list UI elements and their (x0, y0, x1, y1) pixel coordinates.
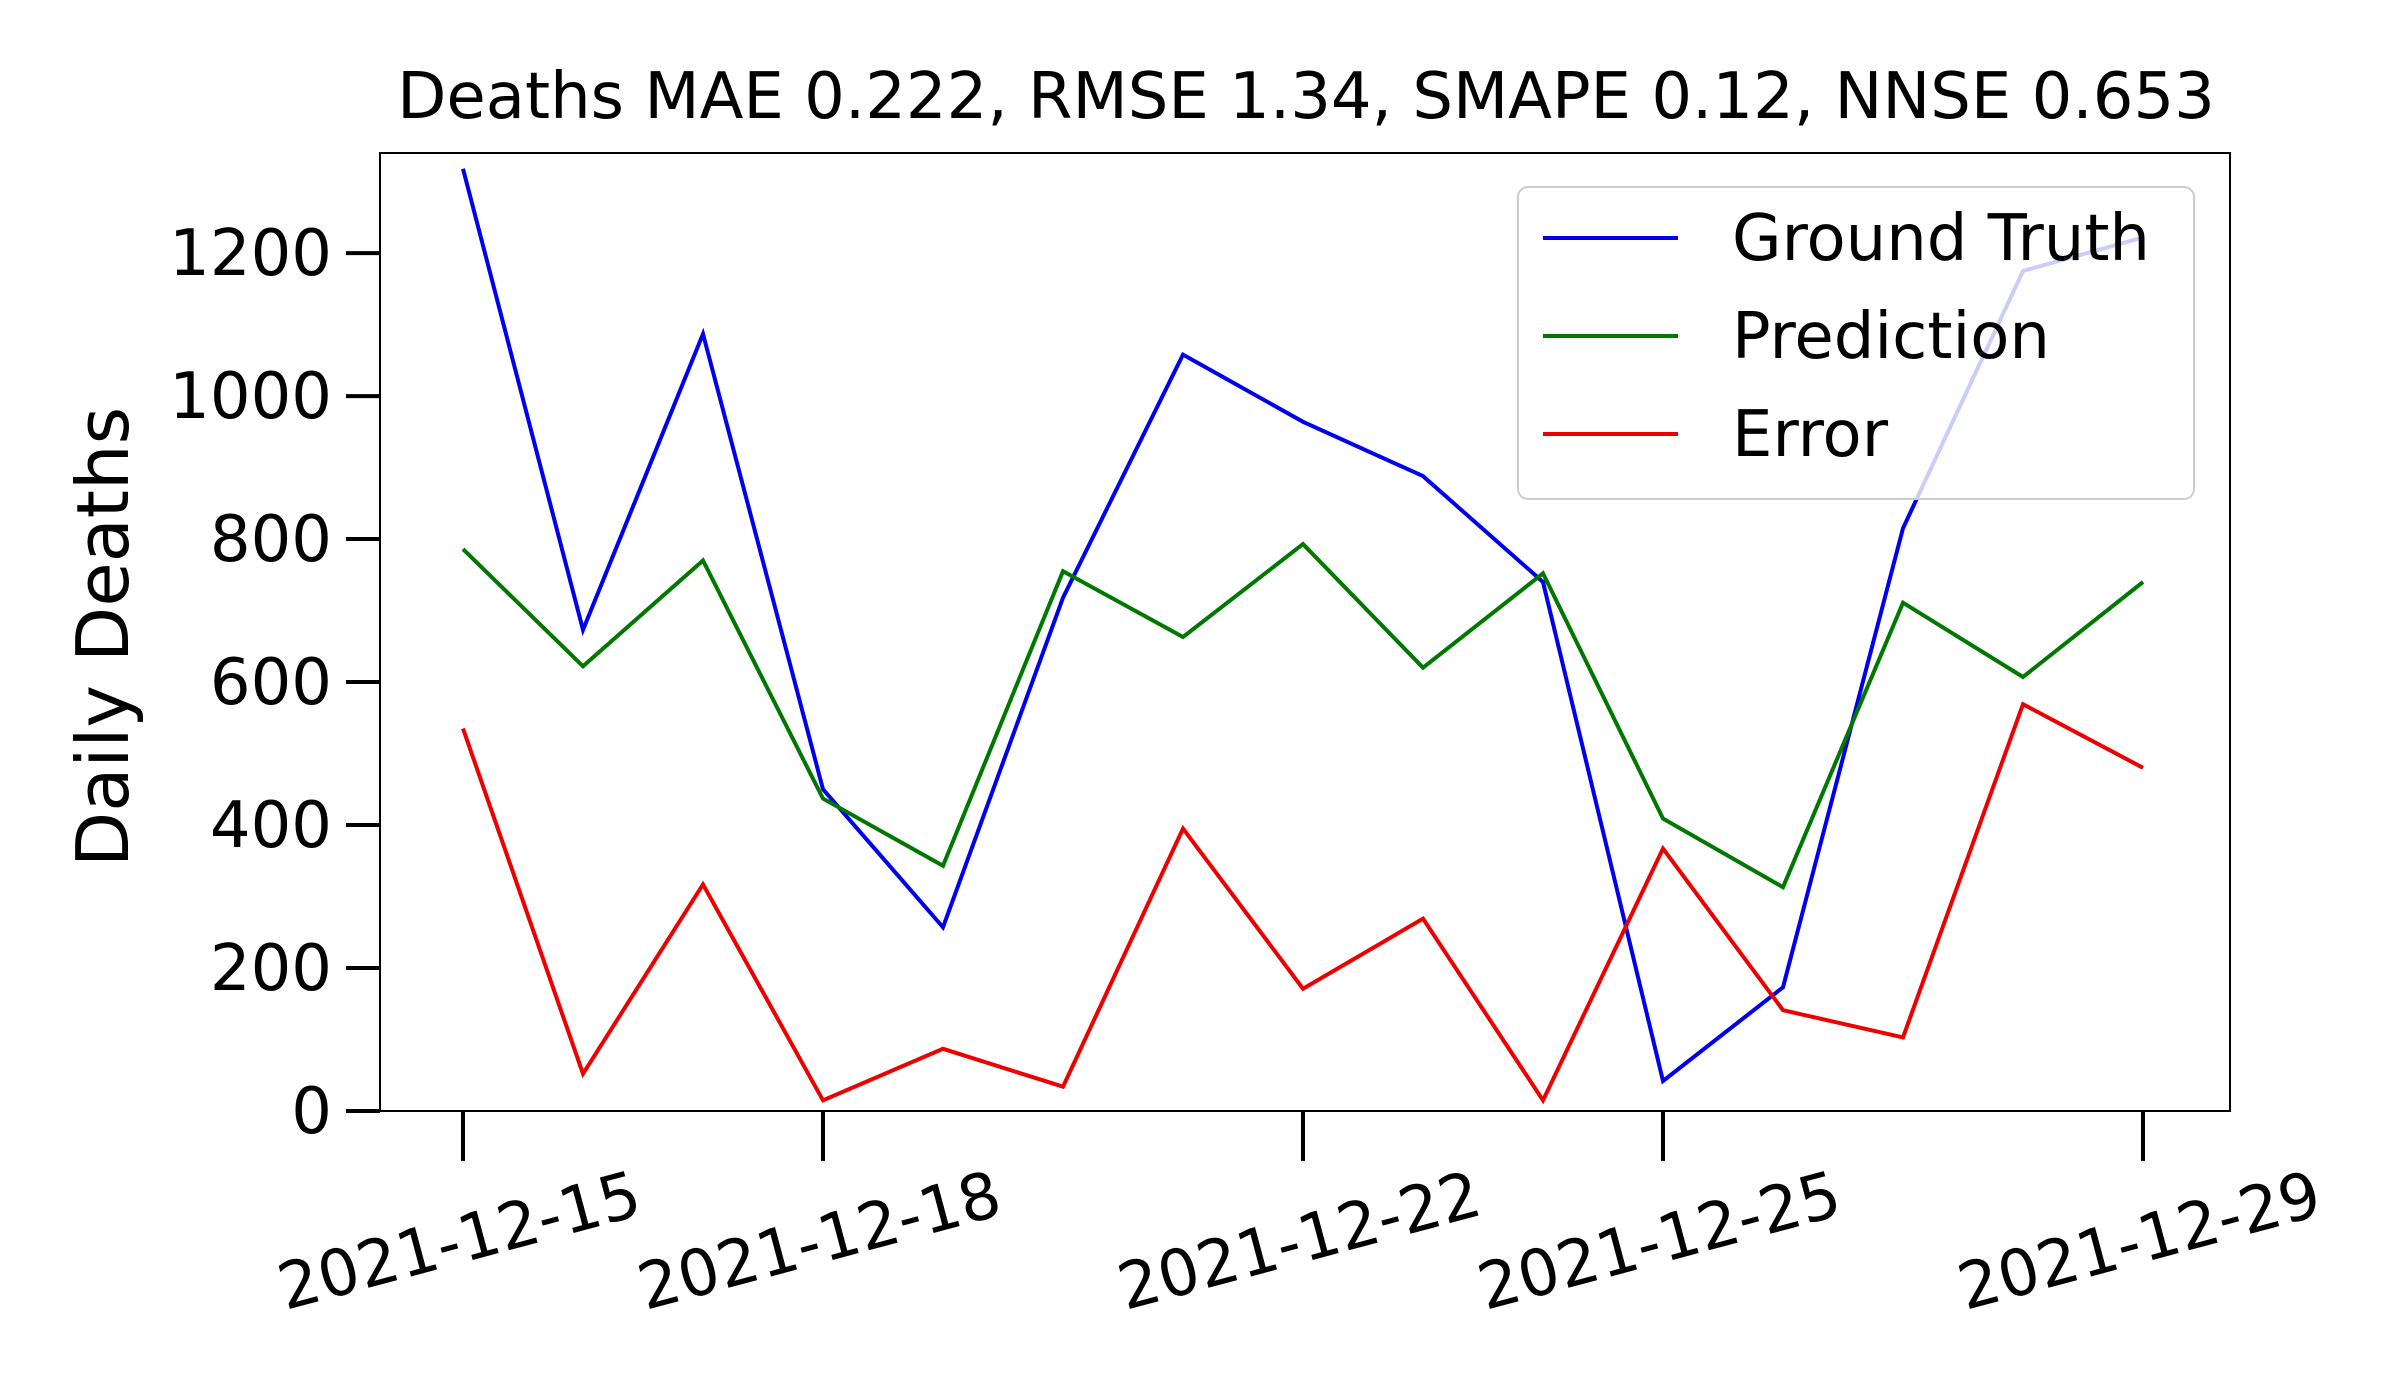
x-tick-label: 2021-12-18 (630, 1158, 1008, 1326)
x-tick-label: 2021-12-29 (1950, 1158, 2328, 1326)
y-tick-label: 600 (210, 646, 332, 720)
series-line-error (461, 701, 2144, 1105)
y-tick-label: 400 (210, 789, 332, 863)
legend-label-ground-truth: Ground Truth (1732, 202, 2150, 276)
y-tick-label: 1000 (169, 360, 332, 434)
y-tick-label: 200 (210, 932, 332, 1006)
y-tick-label: 800 (210, 503, 332, 577)
series-line-prediction (461, 541, 2145, 891)
y-axis-label: Daily Deaths (61, 407, 145, 867)
y-tick-label: 0 (291, 1075, 332, 1149)
x-tick-label: 2021-12-22 (1110, 1158, 1488, 1326)
plot-area (461, 168, 2145, 1105)
legend: Ground Truth Prediction Error (1517, 186, 2195, 500)
x-tick-label: 2021-12-25 (1470, 1158, 1848, 1326)
legend-label-prediction: Prediction (1732, 300, 2050, 374)
series-line-ground-truth (461, 168, 2144, 1085)
x-tick-label: 2021-12-15 (270, 1158, 648, 1326)
legend-box (1517, 186, 2195, 500)
chart-title: Deaths MAE 0.222, RMSE 1.34, SMAPE 0.12,… (397, 60, 2215, 134)
y-tick-label: 1200 (169, 217, 332, 291)
legend-label-error: Error (1732, 398, 1889, 472)
